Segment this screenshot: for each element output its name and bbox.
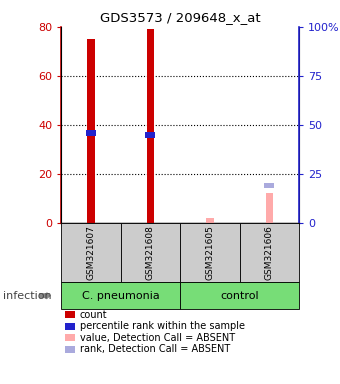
Text: count: count xyxy=(80,310,107,320)
Text: infection: infection xyxy=(3,291,52,301)
Bar xyxy=(146,132,155,137)
Bar xyxy=(266,194,273,223)
Title: GDS3573 / 209648_x_at: GDS3573 / 209648_x_at xyxy=(100,11,260,24)
Text: control: control xyxy=(220,291,259,301)
Text: C. pneumonia: C. pneumonia xyxy=(82,291,159,301)
Bar xyxy=(147,29,154,223)
Bar xyxy=(86,130,96,136)
Bar xyxy=(206,218,214,223)
Text: GSM321605: GSM321605 xyxy=(205,225,215,280)
Text: percentile rank within the sample: percentile rank within the sample xyxy=(80,321,245,331)
Text: GSM321606: GSM321606 xyxy=(265,225,274,280)
Text: value, Detection Call = ABSENT: value, Detection Call = ABSENT xyxy=(80,333,235,343)
Text: GSM321608: GSM321608 xyxy=(146,225,155,280)
Bar xyxy=(265,182,274,189)
Text: GSM321607: GSM321607 xyxy=(86,225,96,280)
Bar xyxy=(87,39,95,223)
Text: rank, Detection Call = ABSENT: rank, Detection Call = ABSENT xyxy=(80,344,230,354)
